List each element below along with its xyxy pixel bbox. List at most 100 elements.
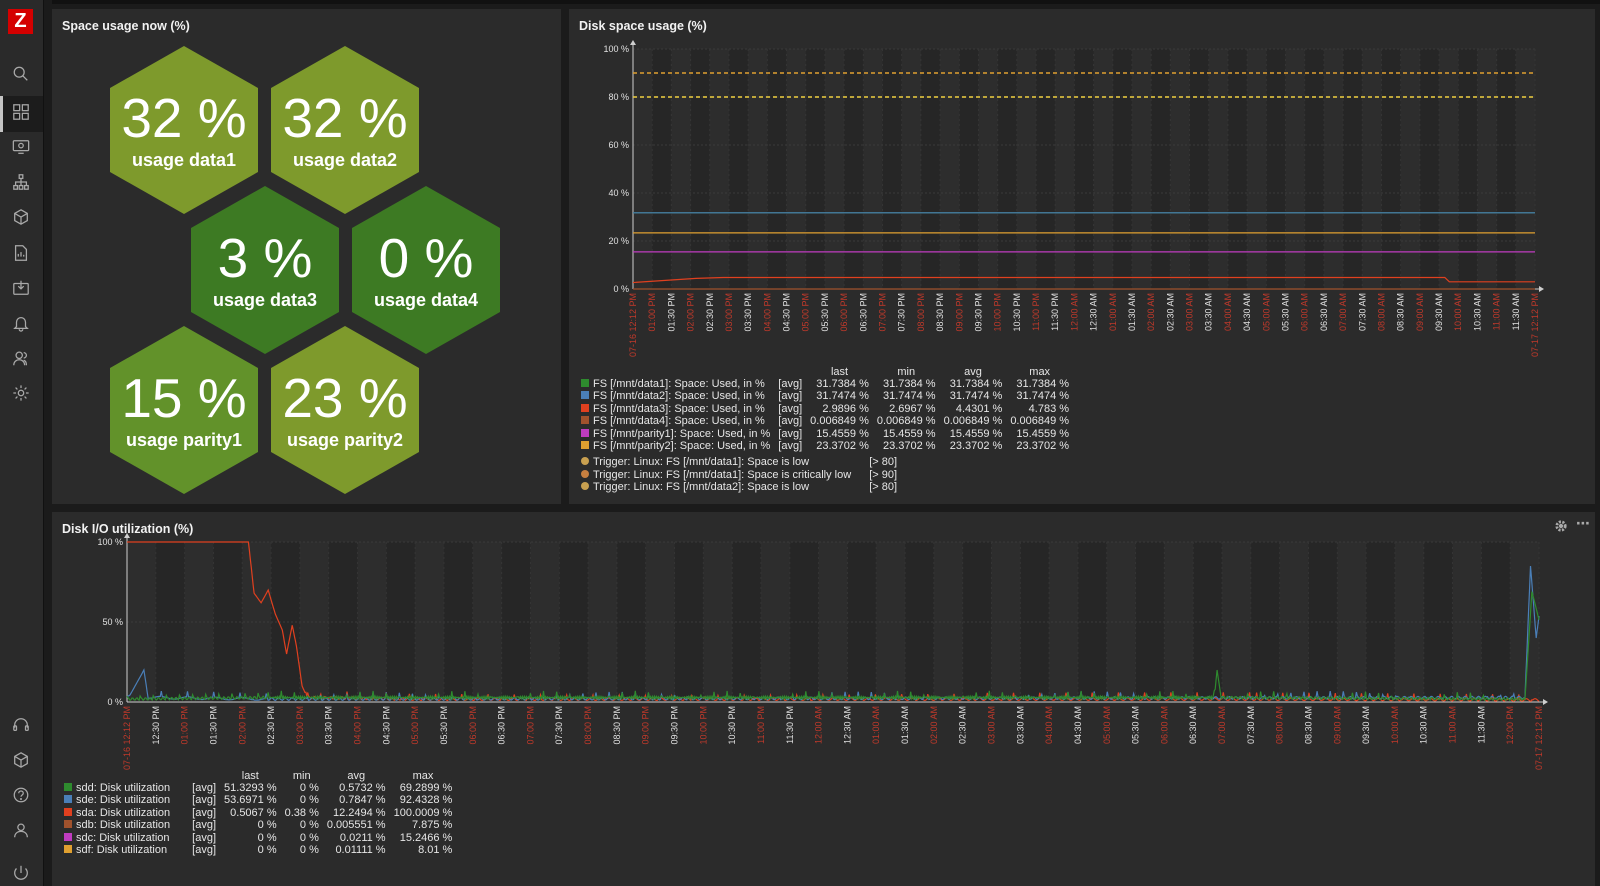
legend-min: 0 % (299, 794, 319, 807)
hexagon-label: usage parity1 (125, 429, 243, 450)
dashboards-icon[interactable] (10, 101, 32, 123)
x-tick-label: 07:30 PM (554, 706, 564, 745)
legend-last: 31.7474 % (816, 390, 869, 403)
legend-name: sdd: Disk utilization (76, 782, 171, 794)
search-icon[interactable] (10, 63, 32, 85)
x-tick-label: 12:00 AM (814, 706, 824, 744)
help-icon[interactable] (10, 784, 32, 806)
legend-name: FS [/mnt/data4]: Space: Used, in % (593, 415, 765, 428)
support-icon[interactable] (10, 714, 32, 736)
y-tick-label: 20 % (608, 236, 629, 246)
trigger-name: Trigger: Linux: FS [/mnt/data2]: Space i… (593, 481, 810, 494)
administration-icon[interactable] (10, 382, 32, 404)
trigger-name: Trigger: Linux: FS [/mnt/data1]: Space i… (593, 456, 810, 469)
integrations-icon[interactable] (10, 749, 32, 771)
x-tick-label: 07:00 AM (1217, 706, 1227, 744)
legend-name: sdf: Disk utilization (76, 844, 168, 857)
trigger-dot (581, 482, 589, 491)
monitoring-icon[interactable] (10, 136, 32, 158)
hexagon-parity1[interactable]: 15 % usage parity1 (110, 326, 258, 494)
x-tick-label: 08:00 AM (1376, 293, 1386, 331)
legend-fn: [avg] (192, 782, 217, 794)
legend-avg: 0.005551 % (326, 819, 386, 832)
disk-io-chart[interactable]: 100 % 50 % 0 %07-16 12:12 PM 12:30 PM 01:00 … (52, 532, 1595, 772)
more-options-icon[interactable]: ⋯ (1576, 516, 1590, 532)
users-icon[interactable] (10, 347, 32, 369)
plot-band (786, 49, 806, 289)
plot-band (709, 49, 729, 289)
x-tick-label: 08:00 PM (916, 293, 926, 332)
plot-band (1285, 49, 1305, 289)
x-tick-label: 03:00 PM (295, 706, 305, 745)
network-map-icon[interactable] (10, 171, 32, 193)
hexagon-data2[interactable]: 32 % usage data2 (271, 46, 419, 214)
alerts-icon[interactable] (10, 312, 32, 334)
legend-min: 0 % (299, 782, 319, 794)
y-tick-label: 40 % (608, 188, 629, 198)
legend-row: sdb: Disk utilization [avg] 0 % 0 % 0.005551… (60, 819, 456, 831)
hexagon-data4[interactable]: 0 % usage data4 (352, 186, 500, 354)
legend-avg: 4.4301 % (955, 402, 1003, 415)
legend-row: sdd: Disk utilization [avg] 51.3293 % 0 % 0.… (60, 782, 456, 794)
disk-space-panel: Disk space usage (%) 100 % 80 % 60 % 40 % 20… (569, 9, 1595, 504)
legend-min: 0 % (299, 831, 319, 844)
space-usage-title: Space usage now (%) (62, 19, 190, 33)
legend-max: 8.01 % (418, 844, 453, 857)
legend-header: max (1029, 366, 1051, 378)
legend-avg: 0.7847 % (339, 794, 386, 807)
disk-space-chart[interactable]: 100 % 80 % 60 % 40 % 20 % 0 %07-16 12:12 PM 01… (569, 39, 1595, 379)
hexagon-data1[interactable]: 32 % usage data1 (110, 46, 258, 214)
gear-icon[interactable] (1554, 519, 1568, 533)
disk-space-legend: last min avg max FS [/mnt/data1]: Space:… (577, 366, 1073, 494)
x-tick-label: 07:30 AM (1357, 293, 1367, 331)
x-tick-label: 09:30 PM (670, 706, 680, 745)
legend-min: 23.3702 % (882, 440, 936, 453)
nav-active-indicator (0, 96, 43, 132)
plot-band (748, 49, 768, 289)
data-collection-icon[interactable] (10, 277, 32, 299)
x-tick-label: 05:00 PM (801, 293, 811, 332)
hexagon-data3[interactable]: 3 % usage data3 (191, 186, 339, 354)
legend-fn: [avg] (192, 794, 217, 807)
legend-row: FS [/mnt/parity1]: Space: Used, in % [avg… (577, 428, 1073, 440)
legend-avg: 15.4559 % (949, 427, 1003, 440)
x-tick-label: 09:00 AM (1415, 293, 1425, 331)
inventory-icon[interactable] (10, 206, 32, 228)
x-tick-label: 04:30 AM (1242, 293, 1252, 331)
sign-out-icon[interactable] (10, 862, 32, 884)
x-tick-label: 02:30 PM (705, 293, 715, 332)
y-tick-label: 80 % (608, 92, 629, 102)
legend-name: sda: Disk utilization (76, 806, 171, 819)
reports-icon[interactable] (10, 242, 32, 264)
legend-name: FS [/mnt/data2]: Space: Used, in % (593, 390, 765, 403)
disk-space-title: Disk space usage (%) (579, 19, 707, 33)
hexagon-label: usage data4 (373, 289, 479, 310)
hexagon-parity2[interactable]: 23 % usage parity2 (271, 326, 419, 494)
zabbix-logo[interactable]: Z (8, 9, 33, 34)
trigger-row: Trigger: Linux: FS [/mnt/data1]: Space i… (577, 456, 901, 468)
legend-min: 2.6967 % (889, 402, 936, 415)
legend-name: FS [/mnt/data1]: Space: Used, in % (593, 378, 765, 390)
legend-max: 15.2466 % (399, 831, 453, 844)
legend-fn: [avg] (192, 844, 217, 857)
legend-swatch (64, 795, 72, 804)
x-tick-label: 03:30 PM (743, 293, 753, 332)
x-tick-label: 05:00 PM (410, 706, 420, 745)
x-tick-label: 11:30 PM (785, 706, 795, 744)
legend-max: 92.4328 % (399, 794, 453, 807)
legend-max: 0.006849 % (1010, 415, 1070, 428)
x-tick-label: 08:30 AM (1396, 293, 1406, 331)
x-tick-label: 12:30 PM (151, 706, 161, 745)
trigger-dot (581, 469, 589, 478)
x-tick-label: 09:30 AM (1361, 706, 1371, 744)
user-settings-icon[interactable] (10, 819, 32, 841)
x-tick-label: 06:30 PM (858, 293, 868, 332)
x-tick-label: 07-16 12:12 PM (122, 706, 132, 770)
plot-band (1515, 49, 1535, 289)
legend-row: FS [/mnt/parity2]: Space: Used, in % [avg… (577, 440, 1073, 452)
y-tick-label: 100 % (603, 44, 629, 54)
disk-io-panel: Disk I/O utilization (%) ⋯ 100 % 50 % 0 % 0… (52, 512, 1595, 886)
x-tick-label: 06:00 AM (1300, 293, 1310, 331)
hexagon-label: usage data1 (131, 149, 237, 170)
x-tick-label: 01:00 PM (647, 293, 657, 332)
